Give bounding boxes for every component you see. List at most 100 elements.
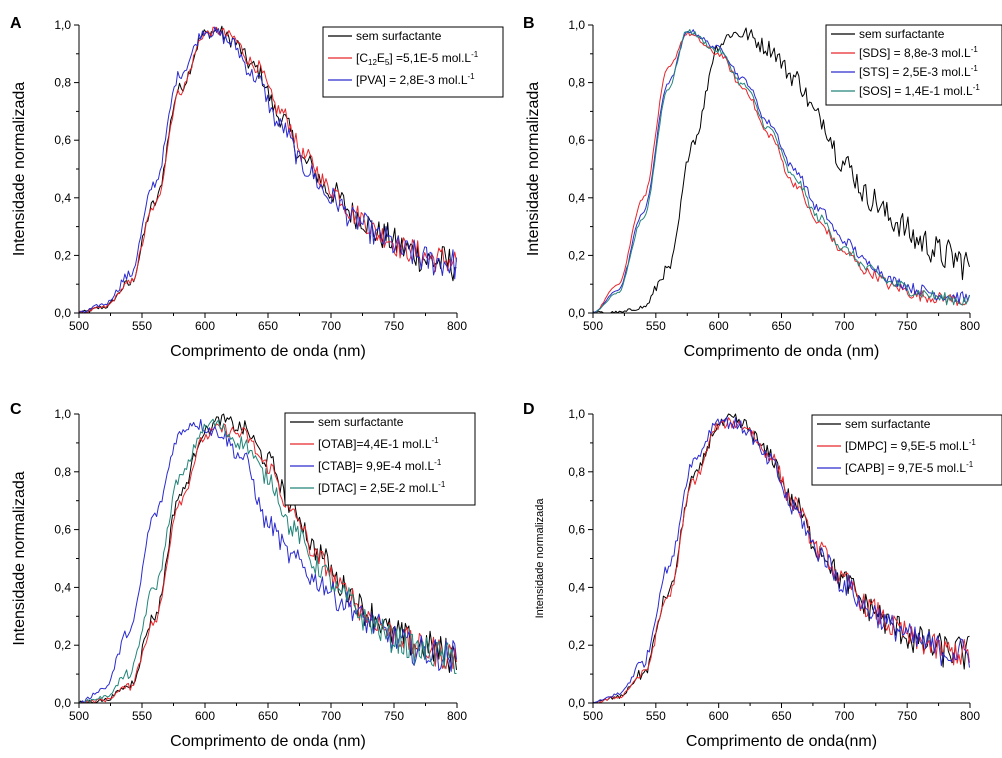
x-tick-label: 700: [834, 709, 854, 723]
y-tick-label: 0,0: [568, 306, 585, 320]
y-tick-label: 1,0: [54, 18, 71, 32]
legend-text-part: [PVA] = 2,8E-3 mol.L: [356, 73, 468, 87]
x-tick-label: 700: [321, 709, 341, 723]
series-line-2: [78, 26, 457, 314]
legend-box: [284, 412, 476, 506]
series-line-0: [592, 27, 970, 314]
series-line-1: [592, 31, 970, 314]
legend-entry: [SDS] = 8,8e-3 mol.L-1: [859, 45, 978, 60]
legend-text-part: -1: [432, 436, 440, 445]
y-axis-label: Intensidade normalizada: [11, 82, 28, 256]
x-tick-label: 550: [646, 709, 666, 723]
x-tick-label: 550: [646, 319, 666, 333]
x-tick-label: 550: [132, 319, 152, 333]
x-tick-label: 600: [195, 709, 215, 723]
x-tick-label: 500: [69, 709, 89, 723]
y-tick-label: 0,6: [568, 523, 585, 537]
y-tick-label: 0,8: [54, 76, 71, 90]
legend-text-part: -1: [969, 438, 977, 447]
legend: sem surfactante [C12E5] =5,1E-5 mol.L-1 [P…: [322, 26, 504, 98]
x-tick-label: 500: [583, 709, 603, 723]
series-line-2: [78, 418, 457, 704]
y-axis-label: Intensidade normalizada: [11, 471, 28, 645]
legend-text-part: [OTAB]=4,4E-1 mol.L: [318, 437, 432, 451]
y-axis-label: Intensidade normalizada: [534, 498, 546, 619]
series-group: [592, 413, 970, 704]
x-axis-label: Comprimento de onda (nm): [170, 343, 366, 360]
x-tick-label: 650: [771, 709, 791, 723]
x-tick-label: 700: [834, 319, 854, 333]
legend-entry: [DMPC] = 9,5E-5 mol.L-1: [845, 438, 976, 453]
legend-text-part: [CAPB] = 9,7E-5 mol.L: [845, 461, 966, 475]
y-axis-label: Intensidade normalizada: [525, 82, 542, 256]
legend-text-part: E: [377, 51, 385, 65]
x-tick-label: 750: [897, 709, 917, 723]
series-group: [592, 27, 970, 314]
legend-text-part: 12: [368, 58, 377, 67]
y-tick-label: 1,0: [568, 407, 585, 421]
y-tick-label: 0,2: [568, 248, 585, 262]
y-tick-label: 0,6: [54, 133, 71, 147]
series-group: [78, 413, 457, 704]
x-tick-label: 750: [897, 319, 917, 333]
panel-letter: B: [523, 15, 535, 32]
series-line-3: [78, 418, 457, 704]
legend-text-part: [SDS] = 8,8e-3 mol.L: [859, 46, 971, 60]
legend-text-part: -1: [973, 83, 981, 92]
legend-box: [811, 414, 1002, 486]
series-line-0: [78, 25, 457, 314]
legend-text-part: -1: [966, 460, 974, 469]
x-tick-label: 500: [583, 319, 603, 333]
x-tick-label: 750: [384, 319, 404, 333]
series-line-3: [593, 29, 970, 314]
legend: sem surfactante[OTAB]=4,4E-1 mol.L-1[CTA…: [284, 412, 476, 506]
x-tick-label: 800: [447, 709, 467, 723]
y-tick-label: 0,6: [54, 523, 71, 537]
x-tick-label: 800: [960, 709, 980, 723]
legend-text-part: -1: [471, 50, 479, 59]
y-tick-label: 1,0: [568, 18, 585, 32]
legend-text-part: -1: [438, 480, 446, 489]
legend-box: [322, 26, 504, 98]
chart-panel-b: B 500 550 600 650 700 750 800 0,0 0,2 0,4 0,6 0,8 1,0…: [523, 15, 1002, 360]
legend-entry: sem surfactante: [859, 27, 945, 41]
x-tick-label: 800: [960, 319, 980, 333]
x-tick-label: 750: [384, 709, 404, 723]
legend-entry: sem surfactante: [356, 29, 442, 43]
legend-text-part: [DMPC] = 9,5E-5 mol.L: [845, 439, 969, 453]
legend-text-part: 5: [385, 58, 390, 67]
legend-entry: [PVA] = 2,8E-3 mol.L-1: [356, 72, 475, 87]
series-line-1: [78, 26, 457, 314]
x-tick-label: 650: [258, 709, 278, 723]
legend-text-part: [DTAC] = 2,5E-2 mol.L: [318, 481, 438, 495]
chart-panel-a: A 500 550 600 650 700 750 800 0,0 0,2 0,4 0,6 0,8 1,0…: [10, 15, 504, 360]
legend-entry: [C12E5] =5,1E-5 mol.L-1: [356, 50, 479, 67]
legend-entry: sem surfactante: [845, 417, 931, 431]
y-tick-label: 0,8: [568, 76, 585, 90]
legend-box: [825, 24, 1002, 106]
x-axis-label: Comprimento de onda (nm): [170, 733, 366, 750]
legend-entry: [DTAC] = 2,5E-2 mol.L-1: [318, 480, 446, 495]
x-tick-label: 700: [321, 319, 341, 333]
x-tick-label: 650: [771, 319, 791, 333]
series-line-1: [79, 423, 457, 704]
y-tick-label: 0,0: [54, 306, 71, 320]
y-tick-label: 0,2: [54, 248, 71, 262]
x-axis-label: Comprimento de onda(nm): [686, 733, 877, 750]
panel-letter: C: [10, 401, 22, 418]
legend-text-part: -1: [468, 72, 476, 81]
legend-text-part: [STS] = 2,5E-3 mol.L: [859, 65, 971, 79]
y-tick-label: 0,4: [54, 191, 71, 205]
legend-text-part: -1: [434, 458, 442, 467]
legend: sem surfactante[DMPC] = 9,5E-5 mol.L-1[C…: [811, 414, 1002, 486]
y-tick-label: 0,8: [54, 465, 71, 479]
x-tick-label: 550: [132, 709, 152, 723]
legend-entry: [STS] = 2,5E-3 mol.L-1: [859, 64, 978, 79]
legend-entry: [SOS] = 1,4E-1 mol.L-1: [859, 83, 980, 98]
series-group: [78, 25, 457, 314]
x-tick-label: 600: [709, 709, 729, 723]
series-line-0: [78, 413, 457, 704]
y-tick-label: 0,4: [54, 580, 71, 594]
